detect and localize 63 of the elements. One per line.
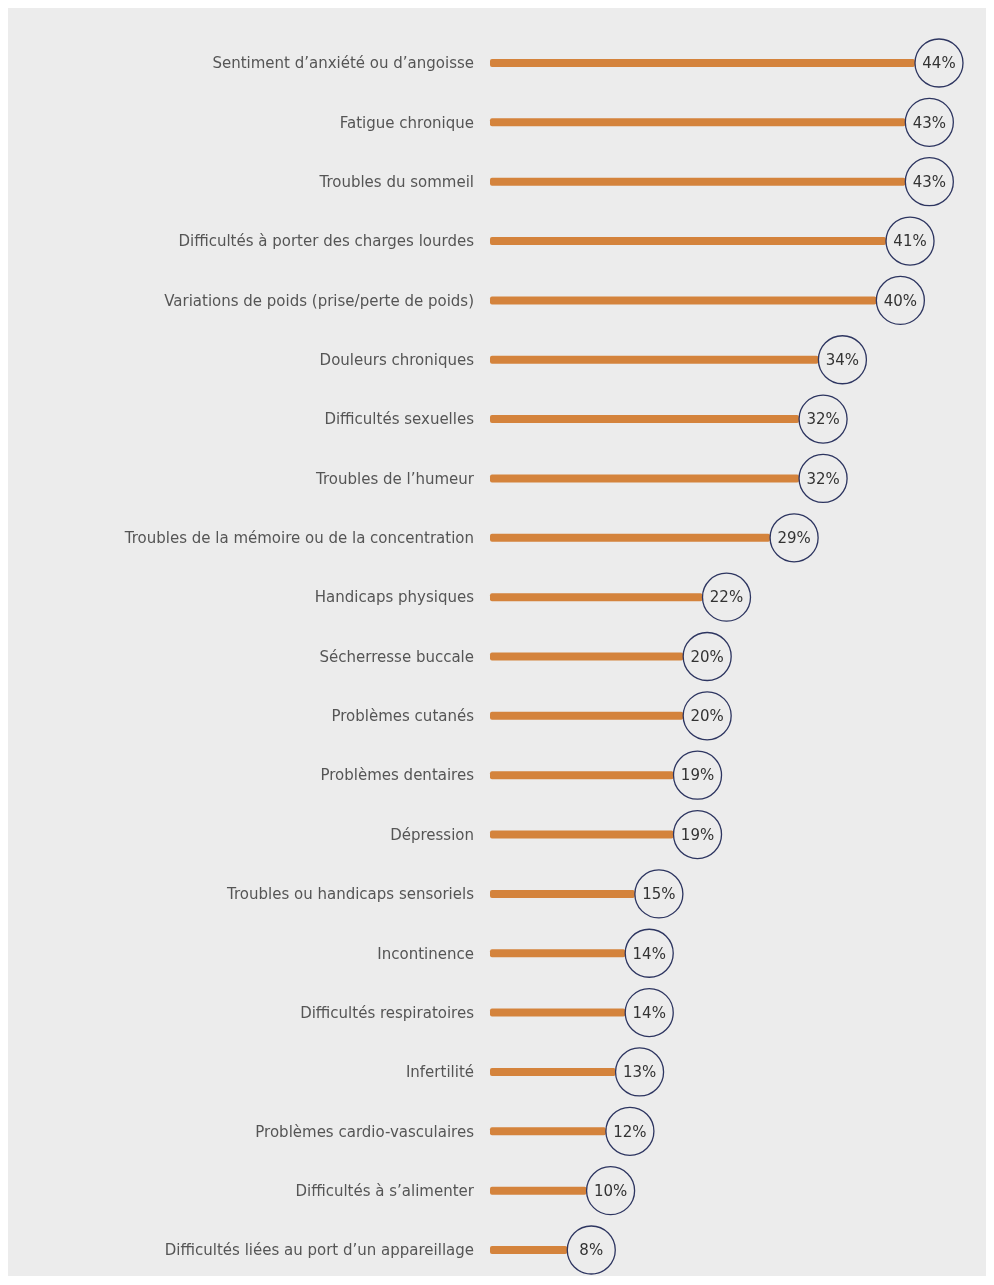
y-tick-label: Difficultés à s’alimenter <box>295 1181 475 1200</box>
y-tick-label: Dépression <box>390 825 474 844</box>
y-tick-label: Troubles de la mémoire ou de la concentration <box>123 529 474 548</box>
y-tick-label: Problèmes cardio-vasculaires <box>255 1122 475 1141</box>
y-tick-label: Difficultés respiratoires <box>300 1003 475 1022</box>
bar <box>490 1008 626 1017</box>
y-tick-label: Variations de poids (prise/perte de poids) <box>164 291 474 310</box>
bar <box>490 593 703 602</box>
data-label: 44% <box>922 54 956 73</box>
bar <box>490 296 877 305</box>
bar <box>490 830 674 839</box>
y-tick-label: Troubles ou handicaps sensoriels <box>226 885 475 904</box>
y-tick-label: Problèmes dentaires <box>320 766 475 785</box>
bar <box>490 711 684 720</box>
bar <box>490 533 771 542</box>
data-label: 32% <box>806 469 840 488</box>
y-tick-label: Difficultés sexuelles <box>324 410 475 429</box>
data-label: 32% <box>806 410 840 429</box>
data-label: 41% <box>893 232 927 251</box>
bar <box>490 889 635 898</box>
bar <box>490 237 887 246</box>
bar <box>490 652 684 661</box>
y-tick-label: Fatigue chronique <box>339 113 474 132</box>
data-label: 14% <box>632 944 666 963</box>
y-tick-label: Difficultés à porter des charges lourdes <box>178 232 475 251</box>
y-tick-label: Incontinence <box>377 944 474 963</box>
bar <box>490 59 915 67</box>
data-label: 12% <box>613 1122 647 1141</box>
y-tick-label: Problèmes cutanés <box>331 707 475 726</box>
bar <box>490 474 800 483</box>
y-tick-label: Troubles du sommeil <box>318 172 474 191</box>
data-label: 8% <box>579 1241 604 1260</box>
bar <box>490 1127 606 1136</box>
data-label: 22% <box>709 588 744 607</box>
y-tick-label: Sentiment d’anxiété ou d’angoisse <box>212 54 474 73</box>
data-label: 43% <box>912 172 947 191</box>
data-label: 15% <box>642 885 676 904</box>
data-label: 10% <box>593 1181 628 1200</box>
data-label: 19% <box>680 766 715 785</box>
bar <box>490 355 819 364</box>
data-label: 20% <box>690 647 724 666</box>
bar <box>490 415 800 424</box>
y-tick-label: Douleurs chroniques <box>319 351 475 369</box>
data-label: 34% <box>825 351 860 369</box>
data-label: 40% <box>883 291 918 310</box>
bar <box>490 118 906 127</box>
data-label: 20% <box>690 707 724 726</box>
data-label: 29% <box>777 529 811 548</box>
bar <box>490 177 906 186</box>
y-tick-label: Troubles de l’humeur <box>315 469 475 488</box>
data-label: 14% <box>632 1003 666 1022</box>
bar <box>490 1067 616 1076</box>
bar <box>490 949 626 958</box>
y-tick-label: Difficultés liées au port d’un appareillage <box>164 1241 474 1260</box>
data-label: 19% <box>680 825 715 844</box>
bar <box>490 771 674 780</box>
bar <box>490 1186 587 1195</box>
y-tick-label: Handicaps physiques <box>314 588 475 607</box>
data-label: 13% <box>622 1063 657 1082</box>
bar <box>490 1246 568 1254</box>
y-tick-label: Infertilité <box>405 1063 474 1082</box>
y-tick-label: Sécherresse buccale <box>319 647 474 666</box>
data-label: 43% <box>912 113 947 132</box>
